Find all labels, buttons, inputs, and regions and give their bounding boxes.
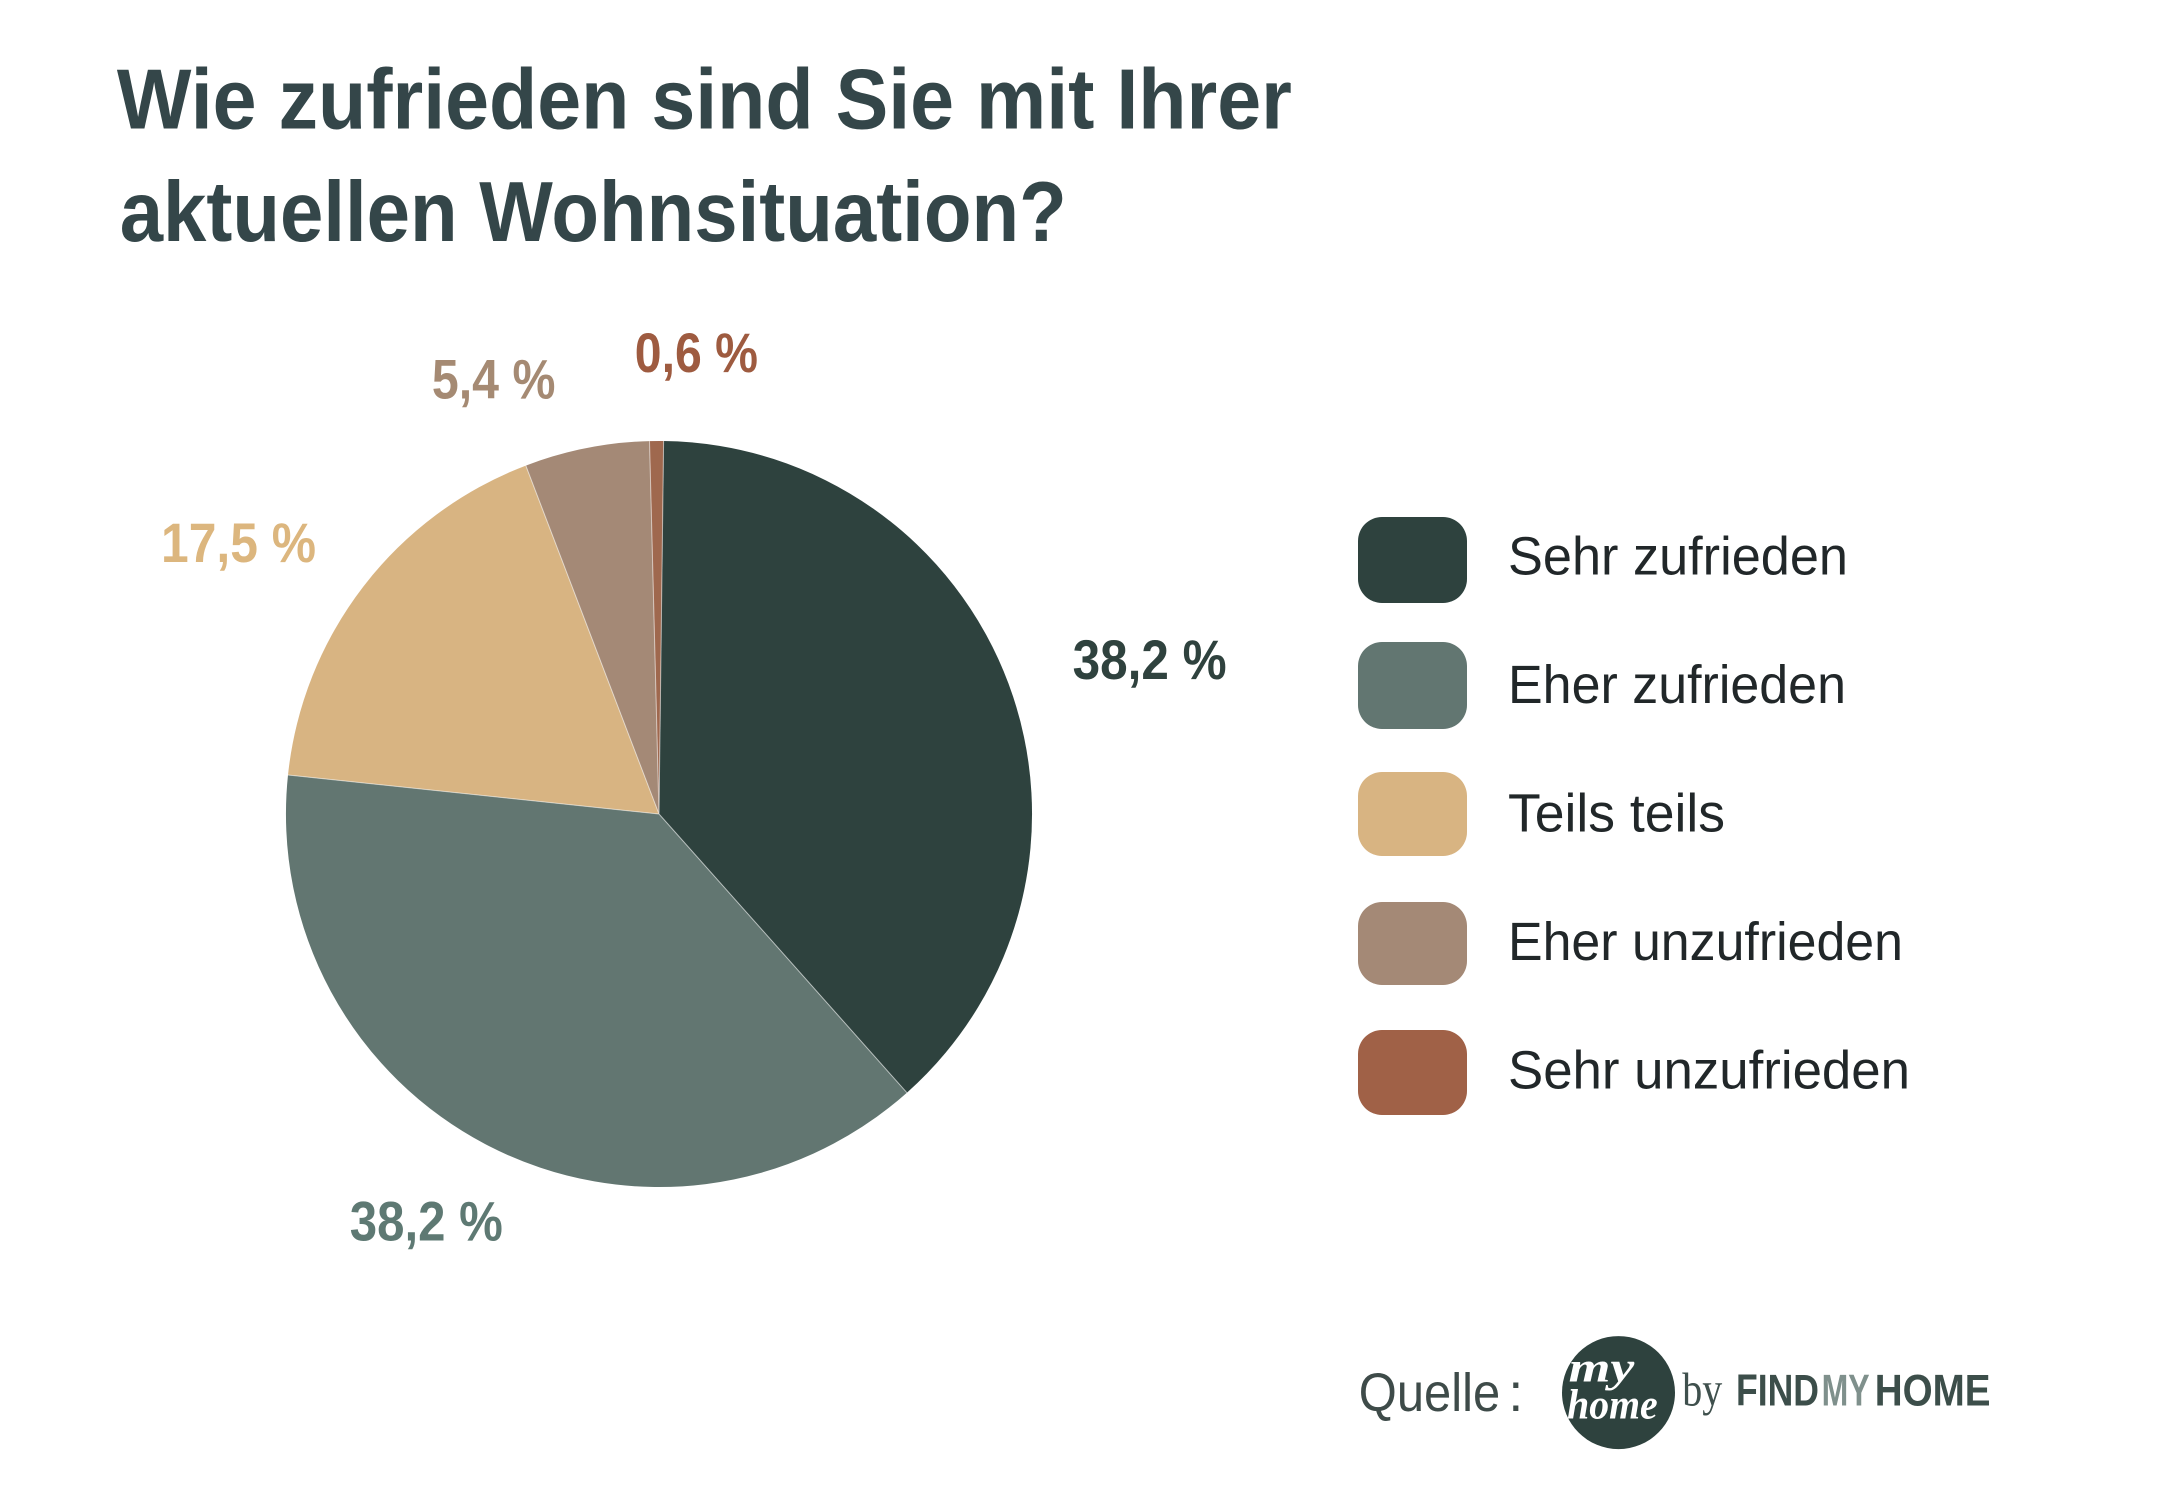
svg-text:Sehr zufrieden: Sehr zufrieden — [1508, 527, 1848, 586]
svg-text::: : — [1508, 1364, 1523, 1423]
svg-text:Teils teils: Teils teils — [1508, 785, 1725, 844]
svg-text:MY: MY — [1822, 1367, 1870, 1416]
svg-text:Sehr unzufrieden: Sehr unzufrieden — [1508, 1042, 1910, 1101]
svg-text:my: my — [1569, 1346, 1635, 1392]
svg-text:Eher unzufrieden: Eher unzufrieden — [1508, 913, 1903, 972]
svg-text:HOME: HOME — [1875, 1367, 1991, 1416]
svg-text:17,5 %: 17,5 % — [161, 511, 316, 574]
svg-text:0,6 %: 0,6 % — [635, 321, 758, 384]
svg-text:5,4 %: 5,4 % — [432, 347, 555, 410]
svg-text:by: by — [1682, 1364, 1722, 1417]
svg-text:Quelle: Quelle — [1359, 1364, 1500, 1423]
svg-text:Eher zufrieden: Eher zufrieden — [1508, 656, 1846, 715]
svg-text:38,2 %: 38,2 % — [350, 1189, 503, 1252]
svg-text:38,2 %: 38,2 % — [1073, 628, 1227, 691]
svg-text:FIND: FIND — [1736, 1367, 1819, 1416]
svg-text:aktuellen Wohnsituation?: aktuellen Wohnsituation? — [120, 165, 1067, 260]
svg-text:Wie zufrieden sind Sie mit Ihr: Wie zufrieden sind Sie mit Ihrer — [117, 53, 1292, 148]
svg-text:home: home — [1567, 1383, 1658, 1429]
